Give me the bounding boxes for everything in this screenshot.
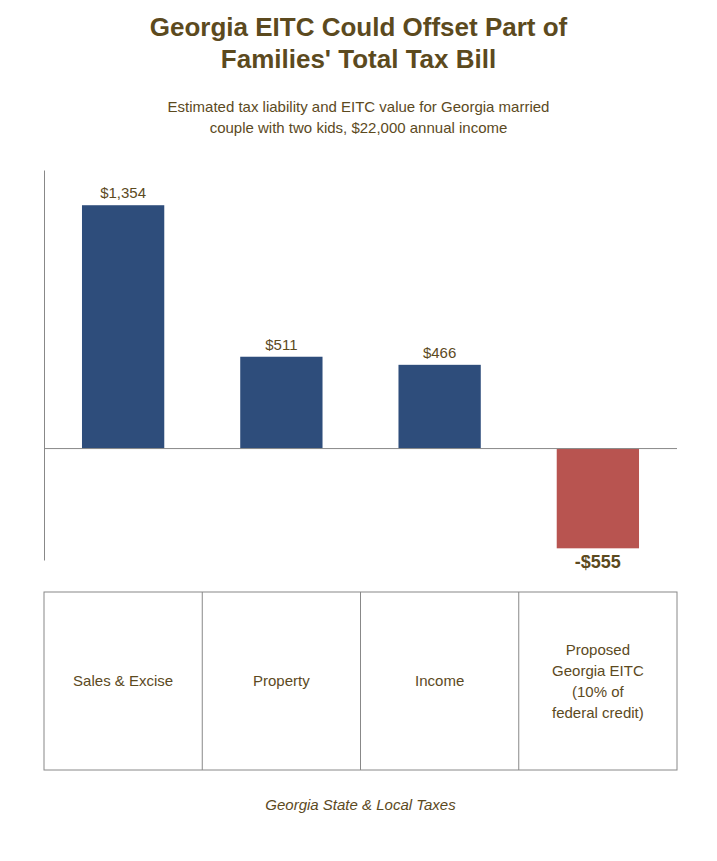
bars: [82, 205, 639, 548]
category-table: [44, 592, 677, 770]
data-label: -$555: [575, 552, 621, 572]
table-divider: [518, 592, 519, 770]
x-tick-label: Property: [253, 672, 310, 689]
text-line: Georgia EITC Could Offset Part of: [150, 12, 568, 42]
x-axis-title: Georgia State & Local Taxes: [265, 796, 456, 813]
text-line: Income: [415, 672, 464, 689]
table-border: [44, 592, 677, 770]
text-line: Estimated tax liability and EITC value f…: [168, 98, 550, 115]
table-divider: [202, 592, 203, 770]
text-line: Families' Total Tax Bill: [221, 44, 496, 74]
title: Georgia EITC Could Offset Part ofFamilie…: [150, 12, 568, 74]
x-tick: Income: [415, 672, 464, 689]
x-axis: Sales & Excise Property Income Proposed Geor…: [73, 641, 644, 721]
text-line: Proposed: [566, 641, 630, 658]
x-tick: Proposed Georgia EITC (10% of federal credi…: [552, 641, 644, 721]
x-tick: Sales & Excise: [73, 672, 173, 689]
text-line: Georgia EITC: [552, 662, 644, 679]
text-line: federal credit): [552, 704, 644, 721]
background: [0, 0, 717, 861]
x-tick-label: Proposed Georgia EITC (10% of federal credi…: [552, 641, 644, 721]
chart-svg: Georgia EITC Could Offset Part ofFamilie…: [0, 0, 717, 861]
x-tick-label: Sales & Excise: [73, 672, 173, 689]
y-axis-line: [44, 171, 45, 561]
text-line: couple with two kids, $22,000 annual inc…: [210, 119, 508, 136]
data-label: $511: [265, 336, 297, 353]
text-line: (10% of: [572, 683, 625, 700]
data-label: $1,354: [100, 184, 146, 201]
table-divider: [360, 592, 361, 770]
bar: [557, 449, 639, 549]
y-axis: [44, 171, 45, 561]
x-tick-label: Income: [415, 672, 464, 689]
data-labels: $1,354 $511 $466 -$555: [100, 184, 621, 572]
bar: [82, 205, 164, 448]
text-line: Property: [253, 672, 310, 689]
chart-container: Georgia EITC Could Offset Part ofFamilie…: [0, 0, 717, 861]
bar: [240, 357, 322, 449]
zero-line: [44, 448, 677, 449]
bar: [398, 365, 480, 449]
data-label: $466: [423, 344, 456, 361]
x-tick: Property: [253, 672, 310, 689]
subtitle: Estimated tax liability and EITC value f…: [168, 98, 550, 136]
text-line: Sales & Excise: [73, 672, 173, 689]
